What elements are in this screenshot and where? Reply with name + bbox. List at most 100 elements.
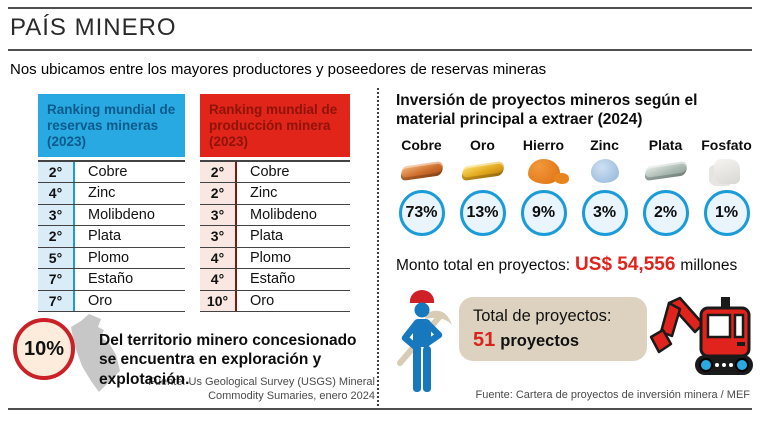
table-row: 2° Cobre (38, 161, 185, 184)
zinc-ore-icon (574, 155, 635, 187)
material-cell: Oro (250, 292, 275, 309)
table-row: 5° Plomo (38, 247, 185, 270)
material-name: Plata (648, 137, 683, 153)
excavator-icon (649, 296, 753, 375)
rank-cell: 7° (38, 290, 75, 312)
table-row: 3° Molibdeno (200, 204, 350, 227)
miner-icon (397, 290, 452, 392)
table-row: 3° Molibdeno (38, 204, 185, 227)
material-name: Oro (470, 137, 495, 153)
table-row: 4° Estaño (200, 269, 350, 291)
rank-cell: 5° (38, 247, 75, 269)
materials-strip: Cobre 73% Oro 13% Hierro 9% (391, 137, 757, 236)
production-table-body: 2° Cobre 2° Zinc 3° Molibdeno 3° Plata (200, 159, 350, 313)
production-ranking-table: Ranking mundial de producción minera (20… (200, 94, 350, 313)
material-column: Cobre 73% (391, 137, 452, 236)
investment-title: Inversión de proyectos mineros según el … (396, 92, 698, 129)
bottom-rule (8, 408, 752, 410)
material-cell: Plomo (250, 249, 292, 266)
material-name: Zinc (590, 137, 619, 153)
rank-cell: 7° (38, 269, 75, 290)
total-projects-label: Total de proyectos: (473, 307, 612, 325)
table-row: 2° Cobre (200, 161, 350, 184)
material-column: Fosfato 1% (696, 137, 757, 236)
material-cell: Cobre (88, 163, 128, 180)
table-row: 10° Oro (200, 290, 350, 313)
material-cell: Plomo (88, 249, 130, 266)
total-amount-line: Monto total en proyectos: US$ 54,556 millo… (396, 254, 756, 276)
iron-ore-icon (513, 155, 574, 187)
reserves-table-body: 2° Cobre 4° Zinc 3° Molibdeno 2° Plata (38, 159, 185, 313)
material-cell: Zinc (88, 185, 116, 202)
table-row: 3° Plata (200, 226, 350, 248)
percentage-value: 9% (531, 204, 556, 221)
material-column: Oro 13% (452, 137, 513, 236)
total-amount-label: Monto total en proyectos: (396, 257, 571, 274)
gold-ingot-icon (452, 155, 513, 187)
material-column: Plata 2% (635, 137, 696, 236)
copper-ingot-icon (391, 155, 452, 187)
rank-cell: 4° (200, 269, 237, 290)
material-column: Hierro 9% (513, 137, 574, 236)
rank-cell: 3° (200, 226, 237, 247)
production-table-title: Ranking mundial de producción minera (20… (200, 94, 350, 157)
page-subtitle: Nos ubicamos entre los mayores productor… (10, 61, 547, 78)
peru-map-icon (71, 314, 120, 392)
table-row: 4° Plomo (200, 247, 350, 270)
percentage-badge: 2% (642, 190, 689, 236)
material-name: Cobre (401, 137, 442, 153)
percentage-value: 13% (466, 204, 499, 221)
total-amount-value: US$ 54,556 (575, 254, 676, 275)
table-row: 7° Estaño (38, 269, 185, 291)
material-cell: Estaño (88, 271, 134, 288)
rank-cell: 2° (38, 161, 75, 183)
material-name: Fosfato (701, 137, 752, 153)
dotted-divider (377, 88, 379, 406)
percentage-badge: 73% (398, 190, 445, 236)
total-projects-value: 51 (473, 329, 496, 351)
rank-cell: 3° (38, 204, 75, 226)
table-row: 2° Zinc (200, 183, 350, 205)
territory-text: Del territorio minero concesionado se en… (99, 332, 357, 388)
phosphate-rock-icon (696, 155, 757, 187)
material-cell: Plata (250, 228, 284, 245)
rank-cell: 4° (200, 247, 237, 269)
material-cell: Cobre (250, 163, 290, 180)
total-amount-suffix: millones (680, 257, 738, 274)
material-name: Hierro (522, 137, 565, 153)
material-column: Zinc 3% (574, 137, 635, 236)
material-cell: Molibdeno (88, 206, 155, 223)
rank-cell: 2° (200, 161, 237, 183)
investment-source: Fuente: Cartera de proyectos de inversió… (475, 389, 750, 401)
material-cell: Oro (88, 292, 113, 309)
percentage-value: 2% (653, 204, 678, 221)
material-cell: Plata (88, 228, 122, 245)
top-rule (8, 7, 752, 9)
territory-percentage-badge: 10% (13, 318, 75, 380)
material-cell: Zinc (250, 185, 278, 202)
page-title: PAÍS MINERO (10, 14, 177, 41)
material-cell: Estaño (250, 271, 296, 288)
rank-cell: 2° (200, 183, 237, 204)
rank-cell: 4° (38, 183, 75, 204)
reserves-table-title: Ranking mundial de reservas mineras (202… (38, 94, 185, 157)
table-row: 2° Plata (38, 226, 185, 248)
silver-ingot-icon (635, 155, 696, 187)
percentage-badge: 9% (520, 190, 567, 236)
territory-percentage-value: 10% (23, 337, 65, 360)
rank-cell: 3° (200, 204, 237, 226)
title-underline-rule (8, 49, 752, 51)
rank-cell: 2° (38, 226, 75, 247)
percentage-badge: 3% (581, 190, 628, 236)
percentage-badge: 13% (459, 190, 506, 236)
material-cell: Molibdeno (250, 206, 317, 223)
table-row: 4° Zinc (38, 183, 185, 205)
table-row: 7° Oro (38, 290, 185, 313)
territory-source: Fuente: Us Geological Survey (USGS) Mine… (148, 376, 375, 403)
total-projects-suffix: proyectos (500, 332, 580, 350)
total-projects-line: 51 proyectos (473, 329, 633, 352)
percentage-value: 3% (592, 204, 617, 221)
percentage-value: 1% (714, 204, 739, 221)
percentage-badge: 1% (703, 190, 750, 236)
